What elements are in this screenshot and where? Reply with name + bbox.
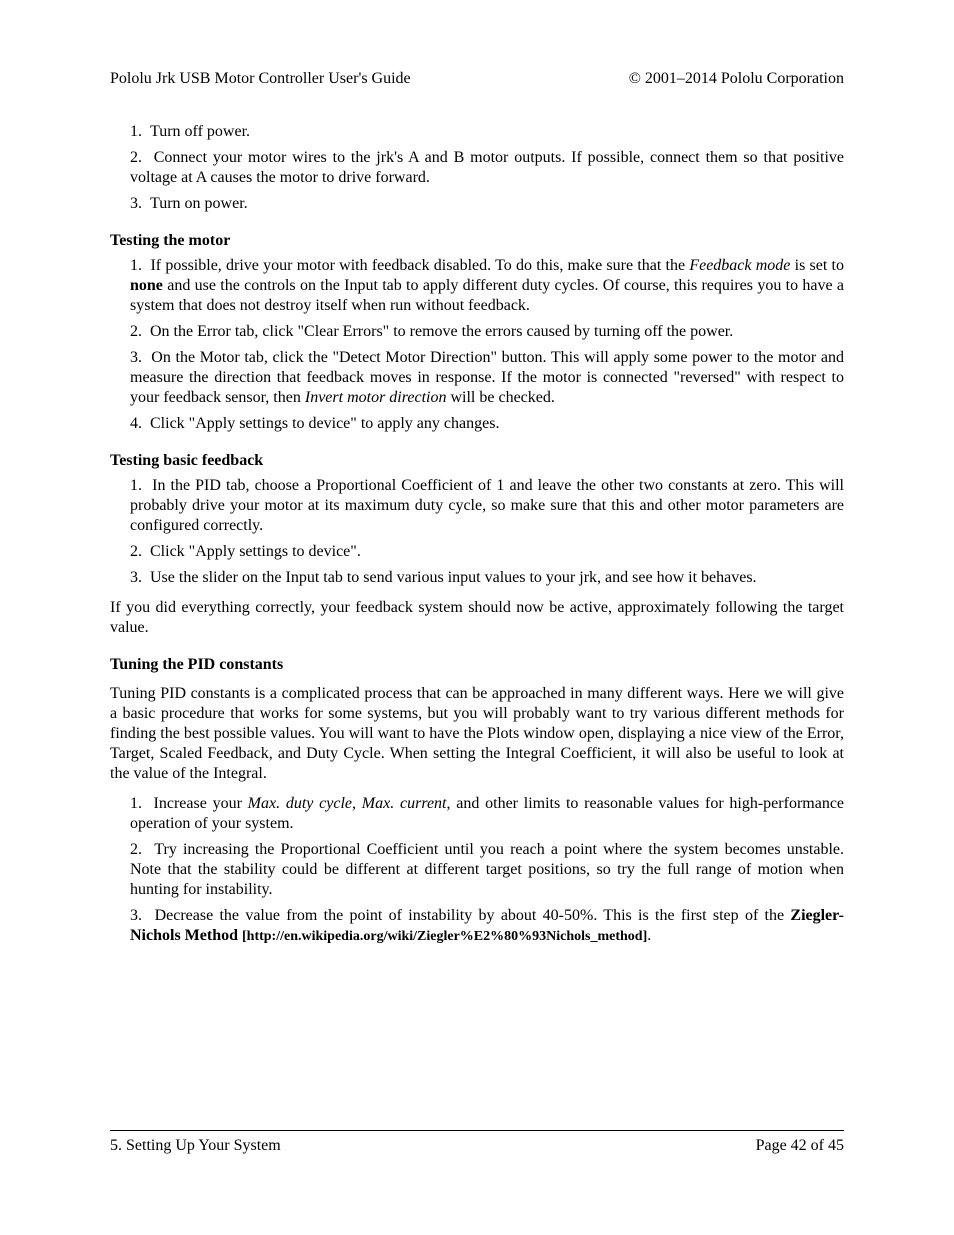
- item-text: Increase your Max. duty cycle, Max. curr…: [130, 795, 844, 832]
- item-text: Use the slider on the Input tab to send …: [150, 569, 757, 586]
- header-right: © 2001–2014 Pololu Corporation: [629, 70, 844, 88]
- item-text: Turn on power.: [150, 195, 248, 212]
- item-number: 1.: [130, 477, 142, 494]
- list-item: 3. Decrease the value from the point of …: [130, 906, 844, 946]
- ordered-list-power: 1. Turn off power. 2. Connect your motor…: [110, 122, 844, 214]
- item-text: On the Error tab, click "Clear Errors" t…: [150, 323, 733, 340]
- heading-testing-motor: Testing the motor: [110, 232, 844, 250]
- list-item: 1. In the PID tab, choose a Proportional…: [130, 476, 844, 536]
- list-item: 1. If possible, drive your motor with fe…: [130, 256, 844, 316]
- footer-left: 5. Setting Up Your System: [110, 1137, 281, 1155]
- item-number: 4.: [130, 415, 142, 432]
- item-text: Click "Apply settings to device".: [150, 543, 361, 560]
- list-item: 3. On the Motor tab, click the "Detect M…: [130, 348, 844, 408]
- header-left: Pololu Jrk USB Motor Controller User's G…: [110, 70, 411, 88]
- list-item: 2. Try increasing the Proportional Coeff…: [130, 840, 844, 900]
- ordered-list-testing-feedback: 1. In the PID tab, choose a Proportional…: [110, 476, 844, 588]
- item-text: Try increasing the Proportional Coeffici…: [130, 841, 844, 898]
- list-item: 2. Connect your motor wires to the jrk's…: [130, 148, 844, 188]
- url-text: [http://en.wikipedia.org/wiki/Ziegler%E2…: [242, 929, 647, 944]
- list-item: 2. Click "Apply settings to device".: [130, 542, 844, 562]
- paragraph: If you did everything correctly, your fe…: [110, 598, 844, 638]
- list-item: 1. Increase your Max. duty cycle, Max. c…: [130, 794, 844, 834]
- list-item: 3. Use the slider on the Input tab to se…: [130, 568, 844, 588]
- paragraph: Tuning PID constants is a complicated pr…: [110, 684, 844, 784]
- heading-tuning-pid: Tuning the PID constants: [110, 656, 844, 674]
- page-header: Pololu Jrk USB Motor Controller User's G…: [110, 70, 844, 88]
- item-number: 2.: [130, 149, 142, 166]
- ordered-list-tuning-pid: 1. Increase your Max. duty cycle, Max. c…: [110, 794, 844, 946]
- item-number: 1.: [130, 795, 142, 812]
- item-number: 3.: [130, 195, 142, 212]
- item-number: 2.: [130, 841, 142, 858]
- document-page: Pololu Jrk USB Motor Controller User's G…: [0, 0, 954, 1235]
- list-item: 2. On the Error tab, click "Clear Errors…: [130, 322, 844, 342]
- emphasis: Feedback mode: [689, 257, 790, 274]
- item-number: 1.: [130, 257, 142, 274]
- item-number: 1.: [130, 123, 142, 140]
- emphasis: Invert motor direction: [305, 389, 447, 406]
- ordered-list-testing-motor: 1. If possible, drive your motor with fe…: [110, 256, 844, 434]
- item-text: Turn off power.: [150, 123, 250, 140]
- item-text: On the Motor tab, click the "Detect Moto…: [130, 349, 844, 406]
- item-number: 3.: [130, 349, 142, 366]
- strong: none: [130, 277, 163, 294]
- item-number: 3.: [130, 907, 142, 924]
- item-text: Connect your motor wires to the jrk's A …: [130, 149, 844, 186]
- footer-rule: [110, 1130, 844, 1131]
- item-text: Decrease the value from the point of ins…: [130, 907, 844, 944]
- list-item: 3. Turn on power.: [130, 194, 844, 214]
- list-item: 1. Turn off power.: [130, 122, 844, 142]
- item-text: In the PID tab, choose a Proportional Co…: [130, 477, 844, 534]
- item-text: If possible, drive your motor with feedb…: [130, 257, 844, 314]
- item-number: 2.: [130, 543, 142, 560]
- heading-testing-feedback: Testing basic feedback: [110, 452, 844, 470]
- item-text: Click "Apply settings to device" to appl…: [150, 415, 499, 432]
- page-footer: 5. Setting Up Your System Page 42 of 45: [110, 1130, 844, 1155]
- emphasis: Max. duty cycle: [248, 795, 352, 812]
- item-number: 3.: [130, 569, 142, 586]
- emphasis: Max. current: [362, 795, 447, 812]
- footer-right: Page 42 of 45: [756, 1137, 844, 1155]
- item-number: 2.: [130, 323, 142, 340]
- list-item: 4. Click "Apply settings to device" to a…: [130, 414, 844, 434]
